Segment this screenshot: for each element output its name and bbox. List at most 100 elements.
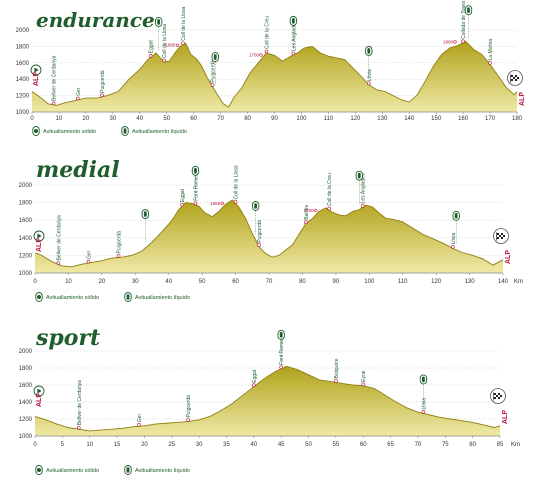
supply-liquid-icon bbox=[154, 17, 163, 27]
x-tick-label: 45 bbox=[278, 442, 285, 448]
elevation-line bbox=[31, 40, 518, 108]
supply-liquid-icon bbox=[452, 210, 460, 221]
place-label: Coll de la Llosa bbox=[181, 6, 187, 40]
x-tick-label: 50 bbox=[305, 442, 312, 448]
x-tick-label: 60 bbox=[360, 442, 367, 448]
supply-solid-icon bbox=[32, 126, 40, 136]
x-tick-label: 140 bbox=[404, 116, 415, 122]
x-tick-label: 110 bbox=[324, 116, 334, 122]
x-tick-label: 130 bbox=[465, 279, 476, 285]
elevation-chart-sport: sport 1000 1200 1400 1600 1800 2000 0 5 10 15 20 25 3… bbox=[19, 325, 520, 475]
altitude-label: 1800 bbox=[443, 39, 454, 44]
place-dot bbox=[461, 39, 465, 44]
x-tick-label: 70 bbox=[415, 442, 422, 448]
altitude-label: 1700 bbox=[249, 53, 260, 58]
supply-liquid-icon bbox=[124, 465, 132, 475]
supply-solid-icon bbox=[35, 465, 43, 475]
supply-liquid-icon bbox=[251, 201, 260, 211]
place-dot bbox=[181, 41, 185, 46]
x-tick-label: 10 bbox=[56, 116, 63, 122]
place-dot bbox=[180, 202, 184, 207]
supply-liquid-icon bbox=[121, 126, 129, 136]
supply-liquid-icon bbox=[419, 374, 428, 385]
place-label: Bellver de Cerdanya bbox=[56, 215, 62, 261]
place-dot bbox=[279, 365, 283, 370]
legend-liquid-label: Avituallamiento líquido bbox=[132, 129, 187, 135]
elevation-chart-endurance: endurance 1000 1200 1400 1600 1800 2000 0 10 20 30… bbox=[16, 0, 526, 136]
place-dot bbox=[56, 261, 61, 265]
place-label: Coll de la Creu bbox=[264, 16, 270, 49]
finish-alp-label: ALP bbox=[505, 250, 512, 264]
x-tick-label: 140 bbox=[498, 279, 509, 285]
x-tick-label: 10 bbox=[65, 279, 72, 285]
x-unit-label: Km bbox=[514, 279, 523, 285]
altitude-label: 1868 bbox=[210, 201, 221, 206]
altitude-dot bbox=[453, 40, 457, 44]
x-tick-label: 55 bbox=[333, 442, 340, 448]
place-label: La Molina bbox=[488, 39, 494, 61]
x-tick-label: 85 bbox=[497, 442, 504, 448]
place-dot bbox=[162, 58, 166, 63]
chart-title: medial bbox=[36, 157, 120, 183]
place-dot bbox=[360, 204, 365, 208]
x-tick-label: 30 bbox=[196, 442, 203, 448]
place-dot bbox=[327, 206, 331, 211]
legend: Avituallamiento sólido Avituallamiento lí… bbox=[32, 126, 187, 136]
x-tick-label: 80 bbox=[244, 116, 251, 122]
place-dot bbox=[303, 220, 308, 225]
y-tick-label: 1200 bbox=[16, 94, 30, 100]
y-tick-label: 1200 bbox=[19, 417, 33, 423]
place-dot bbox=[116, 254, 121, 258]
place-label: Coll de la Llosa bbox=[234, 165, 240, 199]
start-alp-label: ALP bbox=[36, 238, 43, 252]
x-tick-label: 150 bbox=[431, 116, 442, 122]
place-label: Coll de la Llosa bbox=[162, 24, 168, 58]
supply-solid-icon bbox=[35, 292, 43, 302]
place-dot bbox=[252, 383, 256, 387]
place-dot bbox=[193, 201, 198, 206]
place-label: Puigcerdà bbox=[117, 231, 123, 254]
place-label: Bolquère bbox=[334, 358, 340, 378]
place-dot bbox=[488, 61, 492, 65]
place-label: Baillès bbox=[304, 204, 310, 219]
place-label: Llívia bbox=[451, 232, 457, 244]
place-dot bbox=[51, 101, 56, 106]
place-dot bbox=[76, 425, 81, 430]
x-tick-label: 110 bbox=[398, 279, 408, 285]
x-tick-label: 50 bbox=[199, 279, 206, 285]
x-tick-label: 130 bbox=[377, 116, 388, 122]
x-tick-label: 60 bbox=[232, 279, 239, 285]
x-unit-label: Km bbox=[511, 442, 520, 448]
place-label: Llívia bbox=[367, 69, 373, 81]
start-play-icon bbox=[33, 385, 45, 397]
y-tick-label: 2000 bbox=[16, 28, 30, 34]
place-dot bbox=[291, 51, 296, 56]
place-label: Llívia bbox=[421, 398, 427, 410]
x-tick-label: 20 bbox=[83, 116, 90, 122]
y-tick-label: 1600 bbox=[16, 61, 30, 67]
y-tick-label: 1600 bbox=[19, 383, 33, 389]
x-tick-label: 50 bbox=[163, 116, 170, 122]
x-tick-label: 90 bbox=[271, 116, 278, 122]
place-label: Collada de Toses bbox=[461, 0, 467, 39]
supply-liquid-icon bbox=[464, 5, 473, 16]
place-label: Font Romeu bbox=[279, 337, 285, 365]
supply-liquid-icon bbox=[277, 329, 285, 340]
x-tick-label: 170 bbox=[485, 116, 496, 122]
x-tick-label: 40 bbox=[136, 116, 143, 122]
x-tick-label: 80 bbox=[469, 442, 476, 448]
place-dot bbox=[76, 96, 80, 101]
y-tick-label: 1800 bbox=[16, 44, 30, 50]
x-tick-label: 65 bbox=[387, 442, 394, 448]
x-tick-label: 30 bbox=[132, 279, 139, 285]
altitude-label: 1700 bbox=[304, 208, 315, 213]
x-tick-label: 180 bbox=[512, 116, 523, 122]
elevation-line bbox=[34, 199, 504, 268]
place-label: Eyne bbox=[361, 370, 367, 382]
start-alp-label: ALP bbox=[36, 393, 43, 407]
place-label: Ger bbox=[76, 87, 82, 96]
chart-title: sport bbox=[35, 325, 100, 351]
start-play-icon bbox=[33, 230, 45, 242]
legend-liquid-label: Avituallamiento líquido bbox=[135, 468, 190, 474]
x-tick-label: 40 bbox=[165, 279, 172, 285]
